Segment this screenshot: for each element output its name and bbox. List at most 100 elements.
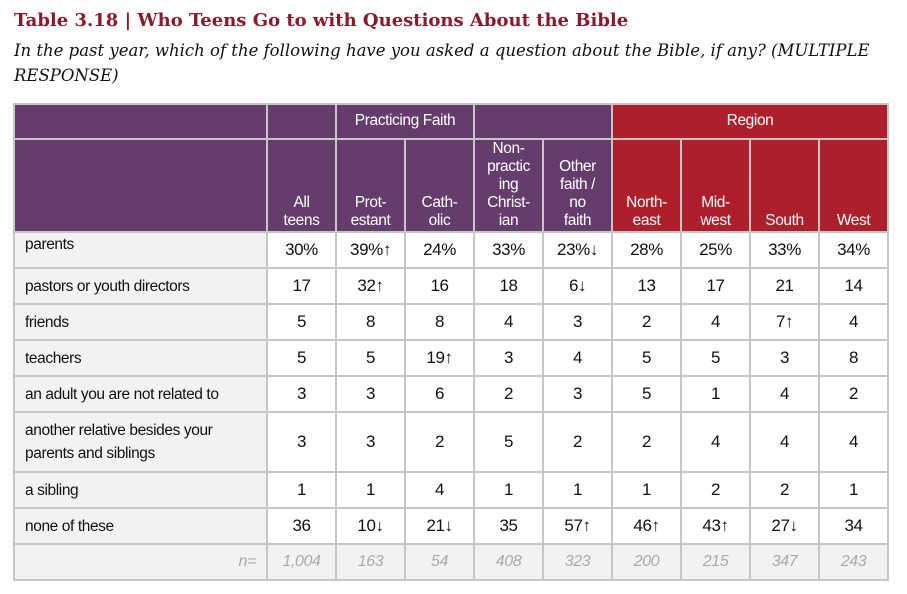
row-label: another relative besides your parents an… [13,411,268,473]
row-label: friends [13,303,268,341]
cell-value: 28% [611,231,683,269]
group-practicing-faith: Practicing Faith [334,103,476,140]
cell-value: 39%↑ [335,231,406,269]
cell-value: 13 [611,267,683,305]
row-label: none of these [13,507,268,545]
cell-value: 23%↓ [542,231,614,269]
column-header-line: North- [626,194,667,211]
cell-value: 36 [266,507,337,545]
table-row: a sibling 1 1 4 1 1 1 2 2 1 [13,471,890,509]
cell-value: 3 [266,375,337,413]
table-title: Table 3.18 | Who Teens Go to with Questi… [14,10,629,31]
cell-value: 4 [818,411,890,473]
results-table: Practicing Faith Region All teens Prot-est… [13,103,890,581]
row-label: teachers [13,339,268,377]
sample-size-value: 215 [680,543,752,581]
sample-size-label: n= [13,543,268,581]
column-header: Cath-olic [403,138,476,233]
cell-value: 1 [818,471,890,509]
cell-value: 2 [542,411,614,473]
column-header-line: faith [563,212,592,229]
column-header-line: Mid- [701,194,730,211]
cell-value: 4 [680,411,752,473]
column-header: Mid-west [680,138,752,233]
cell-value: 35 [473,507,545,545]
cell-value: 43↑ [680,507,752,545]
sample-size-value: 163 [335,543,406,581]
sample-size-row: n= 1,004 163 54 408 323 200 215 347 243 [13,543,890,581]
cell-value: 2 [473,375,545,413]
cell-value: 4 [749,411,821,473]
cell-value: 2 [818,375,890,413]
row-label: parents [13,231,268,269]
sample-size-value: 243 [818,543,890,581]
sample-size-value: 323 [542,543,614,581]
cell-value: 3 [473,339,545,377]
table-row: pastors or youth directors 17 32↑ 16 18 6↓ 13 1… [13,267,890,305]
cell-value: 19↑ [403,339,476,377]
column-header-line: West [836,212,871,229]
column-header-line: Other [559,158,596,175]
cell-value: 33% [473,231,545,269]
cell-value: 5 [611,339,683,377]
cell-value: 17 [266,267,337,305]
column-header-line: practic [487,158,530,175]
cell-value: 34% [818,231,890,269]
question-text: In the past year, which of the following… [14,41,870,85]
cell-value: 8 [403,303,476,341]
column-header-line: faith / [559,176,596,193]
cell-value: 1 [680,375,752,413]
cell-value: 24% [403,231,476,269]
cell-value: 57↑ [542,507,614,545]
column-header-line: Prot- [354,194,387,211]
sample-size-value: 200 [611,543,683,581]
column-header: Non-practic ing Christ-ian [473,138,545,233]
header-blank [13,103,268,140]
sample-size-value: 1,004 [266,543,337,581]
cell-value: 2 [403,411,476,473]
cell-value: 2 [611,303,683,341]
cell-value: 21 [749,267,821,305]
column-header-line: South [765,212,804,229]
cell-value: 8 [335,303,406,341]
column-header: South [749,138,821,233]
cell-value: 30% [266,231,337,269]
column-header-line: estant [350,212,391,229]
column-header-line: teens [283,212,320,229]
cell-value: 5 [266,339,337,377]
cell-value: 2 [749,471,821,509]
column-header-line: Cath- [421,194,458,211]
cell-value: 4 [403,471,476,509]
header-blank [266,103,337,140]
column-header-line: ian [498,212,519,229]
group-region: Region [611,103,890,140]
cell-value: 5 [611,375,683,413]
cell-value: 25% [680,231,752,269]
cell-value: 4 [473,303,545,341]
cell-value: 5 [335,339,406,377]
cell-value: 3 [542,303,614,341]
sample-size-value: 347 [749,543,821,581]
row-label: pastors or youth directors [13,267,268,305]
column-header: West [818,138,890,233]
cell-value: 4 [818,303,890,341]
cell-value: 4 [542,339,614,377]
cell-value: 7↑ [749,303,821,341]
cell-value: 33% [749,231,821,269]
table-row: parents 30% 39%↑ 24% 33% 23%↓ 28% 25% 33% 34% [13,231,890,269]
cell-value: 6↓ [542,267,614,305]
column-header-line: All [293,194,310,211]
table-row: friends 5 8 8 4 3 2 4 7↑ 4 [13,303,890,341]
column-header-line: west [700,212,731,229]
cell-value: 10↓ [335,507,406,545]
cell-value: 34 [818,507,890,545]
cell-value: 46↑ [611,507,683,545]
cell-value: 1 [266,471,337,509]
cell-value: 17 [680,267,752,305]
cell-value: 2 [680,471,752,509]
column-header-line: no [569,194,586,211]
column-header: All teens [266,138,337,233]
sample-size-value: 54 [403,543,476,581]
header-blank [473,103,614,140]
cell-value: 18 [473,267,545,305]
